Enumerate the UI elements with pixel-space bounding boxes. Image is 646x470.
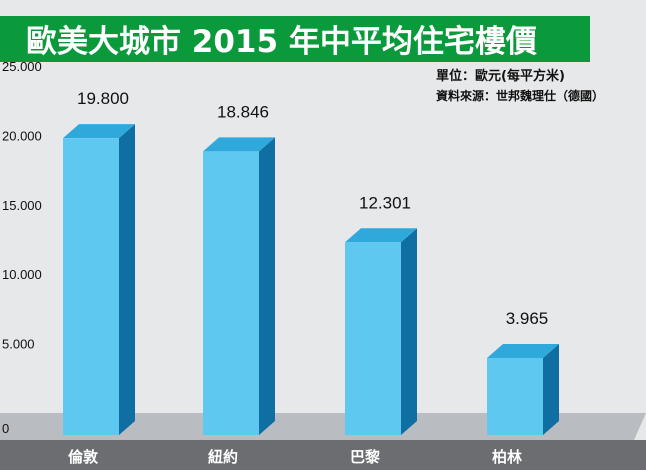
bar (345, 228, 417, 435)
bar-top (63, 124, 135, 139)
bar (203, 137, 275, 435)
category-label: 柏林 (492, 448, 523, 466)
bar-front (487, 357, 543, 435)
unit-note: 單位：歐元(每平方米) (436, 68, 565, 84)
bar (487, 343, 559, 435)
category-label: 倫敦 (68, 448, 99, 466)
value-label: 18.846 (217, 102, 269, 121)
bar-side (543, 343, 559, 435)
y-tick-label: 0 (2, 421, 9, 436)
y-ticks-group: 0 5.000 10.000 15.000 20.000 25.000 (2, 59, 42, 436)
value-label: 3.965 (506, 309, 549, 328)
y-tick-label: 15.000 (2, 198, 42, 213)
value-labels-group: 19.800 18.846 12.301 3.965 (77, 89, 548, 328)
bar-top (345, 228, 417, 243)
source-note: 資料來源：世邦魏理仕（德國） (436, 88, 604, 103)
x-axis-band (0, 440, 646, 470)
category-labels-group: 倫敦 紐約 巴黎 柏林 (68, 448, 523, 466)
category-label: 紐約 (208, 448, 238, 466)
value-label: 19.800 (77, 89, 129, 108)
bar-side (259, 137, 275, 435)
value-label: 12.301 (359, 193, 411, 212)
category-label: 巴黎 (350, 448, 380, 466)
y-tick-label: 20.000 (2, 128, 42, 143)
bar-front (203, 151, 259, 435)
bar-side (119, 124, 135, 436)
y-tick-label: 10.000 (2, 267, 42, 282)
bar-front (63, 138, 119, 435)
bar-top (203, 137, 275, 152)
floor-band (0, 413, 646, 440)
y-tick-label: 25.000 (2, 59, 42, 74)
bar-top (487, 343, 559, 358)
bars-group (63, 124, 559, 436)
bar (63, 124, 135, 436)
chart-title: 歐美大城市 2015 年中平均住宅樓價 (26, 24, 537, 60)
bar-front (345, 242, 401, 435)
title-banner (0, 16, 590, 62)
bar-side (401, 228, 417, 435)
y-tick-label: 5.000 (2, 337, 35, 352)
axis-band-group (0, 413, 646, 470)
